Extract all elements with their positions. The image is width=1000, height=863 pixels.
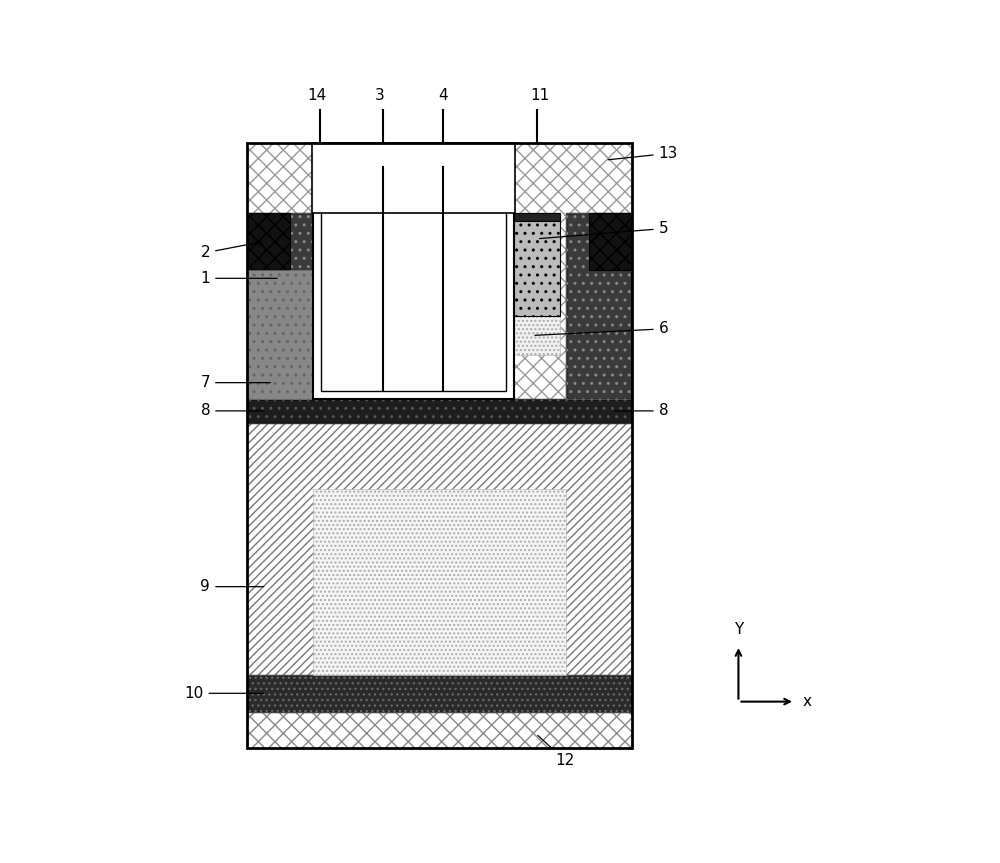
Bar: [247, 213, 313, 400]
Text: 12: 12: [538, 735, 574, 767]
Bar: [566, 213, 632, 400]
Bar: [247, 675, 632, 712]
Text: 5: 5: [540, 221, 668, 238]
Bar: [247, 270, 313, 400]
Text: 8: 8: [201, 403, 264, 419]
Text: 7: 7: [201, 375, 270, 390]
Text: 10: 10: [184, 686, 264, 701]
Bar: [589, 213, 632, 270]
Text: 13: 13: [608, 146, 678, 161]
Bar: [247, 400, 632, 423]
Text: 3: 3: [375, 88, 385, 103]
Text: 4: 4: [439, 88, 448, 103]
Bar: [247, 423, 632, 675]
Bar: [514, 213, 560, 221]
Text: 11: 11: [531, 88, 550, 103]
Text: 6: 6: [535, 321, 668, 337]
Bar: [247, 213, 313, 400]
Bar: [290, 270, 313, 400]
Bar: [247, 143, 632, 400]
Text: 8: 8: [615, 403, 668, 419]
Bar: [313, 489, 566, 675]
Bar: [566, 213, 632, 400]
Bar: [313, 170, 514, 400]
Text: 2: 2: [201, 242, 261, 261]
Bar: [514, 213, 560, 316]
Bar: [312, 143, 515, 213]
Bar: [247, 400, 632, 423]
Bar: [247, 213, 290, 270]
Bar: [247, 143, 632, 748]
Bar: [321, 170, 506, 391]
Text: x: x: [803, 694, 812, 709]
Bar: [514, 213, 560, 356]
Text: 9: 9: [200, 579, 264, 594]
Text: Y: Y: [734, 622, 743, 637]
Bar: [247, 675, 632, 712]
Text: 1: 1: [201, 271, 277, 286]
Bar: [247, 712, 632, 748]
Text: 14: 14: [307, 88, 326, 103]
